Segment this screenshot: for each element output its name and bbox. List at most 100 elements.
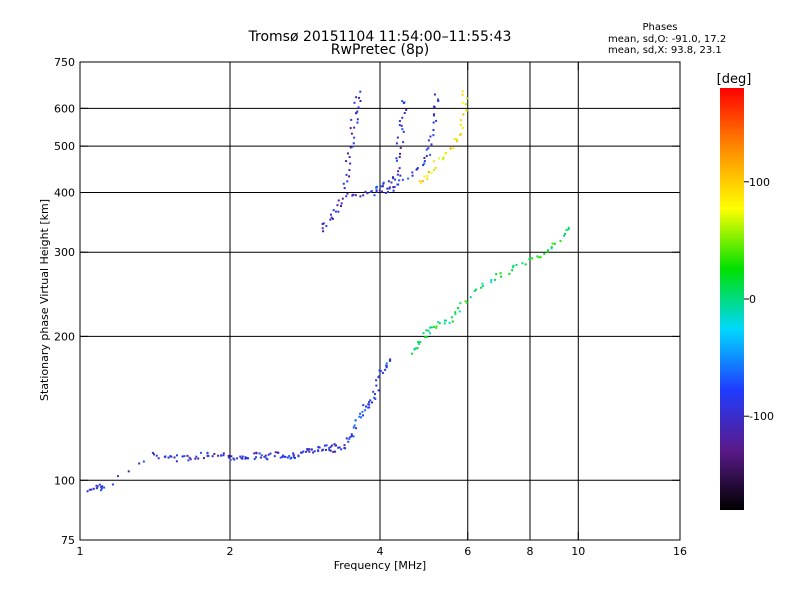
data-point	[332, 209, 335, 212]
data-point	[255, 451, 258, 454]
colorbar-tick-label: 0	[749, 293, 756, 306]
data-point	[401, 116, 404, 119]
data-point	[426, 177, 429, 180]
data-point	[194, 457, 197, 460]
y-tick-label: 200	[54, 330, 75, 343]
data-point	[222, 454, 225, 457]
data-point	[551, 242, 554, 245]
data-point	[419, 182, 422, 185]
data-point	[384, 368, 387, 371]
data-point	[393, 186, 396, 189]
data-point	[398, 120, 401, 123]
data-point	[455, 140, 458, 143]
data-point	[359, 100, 362, 103]
data-point	[453, 138, 456, 141]
data-point	[322, 222, 325, 225]
data-point	[353, 424, 356, 427]
data-point	[375, 190, 378, 193]
data-point	[425, 155, 428, 158]
data-point	[350, 118, 353, 121]
data-point	[425, 148, 428, 151]
data-point	[188, 456, 191, 459]
colorbar-tick-label: 100	[749, 176, 770, 189]
data-point	[389, 358, 392, 361]
data-point	[499, 272, 502, 275]
data-point	[375, 379, 378, 382]
data-point	[418, 180, 421, 183]
data-point	[90, 488, 93, 491]
data-point	[422, 164, 425, 167]
data-point	[445, 152, 448, 155]
data-point	[286, 456, 289, 459]
data-point	[378, 375, 381, 378]
data-point	[376, 185, 379, 188]
data-point	[360, 416, 363, 419]
data-point	[340, 448, 343, 451]
data-point	[416, 167, 419, 170]
data-point	[153, 453, 156, 456]
data-point	[328, 447, 331, 450]
data-point	[244, 457, 247, 460]
data-point	[95, 487, 98, 490]
x-tick-label: 4	[377, 545, 384, 558]
data-point	[475, 288, 478, 291]
data-point	[454, 311, 457, 314]
data-point	[402, 130, 405, 133]
data-point	[415, 347, 418, 350]
data-point	[321, 227, 324, 230]
data-point	[490, 279, 493, 282]
data-point	[95, 484, 98, 487]
data-point	[550, 247, 553, 250]
data-point	[350, 433, 353, 436]
data-point	[290, 456, 293, 459]
data-point	[385, 362, 388, 365]
data-point	[385, 364, 388, 367]
data-point	[381, 371, 384, 374]
data-point	[459, 123, 462, 126]
colorbar-tick-label: -100	[749, 410, 774, 423]
data-point	[375, 384, 378, 387]
data-point	[343, 187, 346, 190]
data-point	[473, 289, 476, 292]
data-point	[351, 194, 354, 197]
x-tick-label: 16	[673, 545, 687, 558]
data-point	[427, 139, 430, 142]
data-point	[437, 98, 440, 101]
data-point	[424, 336, 427, 339]
data-point	[432, 121, 435, 124]
data-point	[508, 272, 511, 275]
data-point	[305, 450, 308, 453]
data-point	[322, 230, 325, 233]
data-point	[334, 210, 337, 213]
data-point	[564, 233, 567, 236]
data-point	[92, 487, 95, 490]
data-point	[173, 456, 176, 459]
data-point	[494, 278, 497, 281]
data-point	[359, 90, 362, 93]
data-point	[419, 341, 422, 344]
data-point	[337, 199, 340, 202]
data-point	[429, 326, 432, 329]
data-point	[330, 216, 333, 219]
chart-subtitle: RwPretec (8p)	[331, 42, 429, 58]
data-point	[396, 173, 399, 176]
data-point	[96, 485, 99, 488]
data-point	[421, 180, 424, 183]
data-point	[341, 197, 344, 200]
data-point	[381, 185, 384, 188]
data-point	[461, 101, 464, 104]
data-point	[329, 213, 332, 216]
data-point	[308, 448, 311, 451]
data-point	[352, 142, 355, 145]
data-point	[361, 414, 364, 417]
data-point	[401, 128, 404, 131]
data-point	[368, 403, 371, 406]
data-point	[387, 180, 390, 183]
data-point	[565, 229, 568, 232]
data-point	[400, 124, 403, 127]
data-point	[88, 488, 91, 491]
data-point	[155, 454, 158, 457]
data-point	[432, 113, 435, 116]
data-point	[325, 444, 328, 447]
data-point	[490, 281, 493, 284]
